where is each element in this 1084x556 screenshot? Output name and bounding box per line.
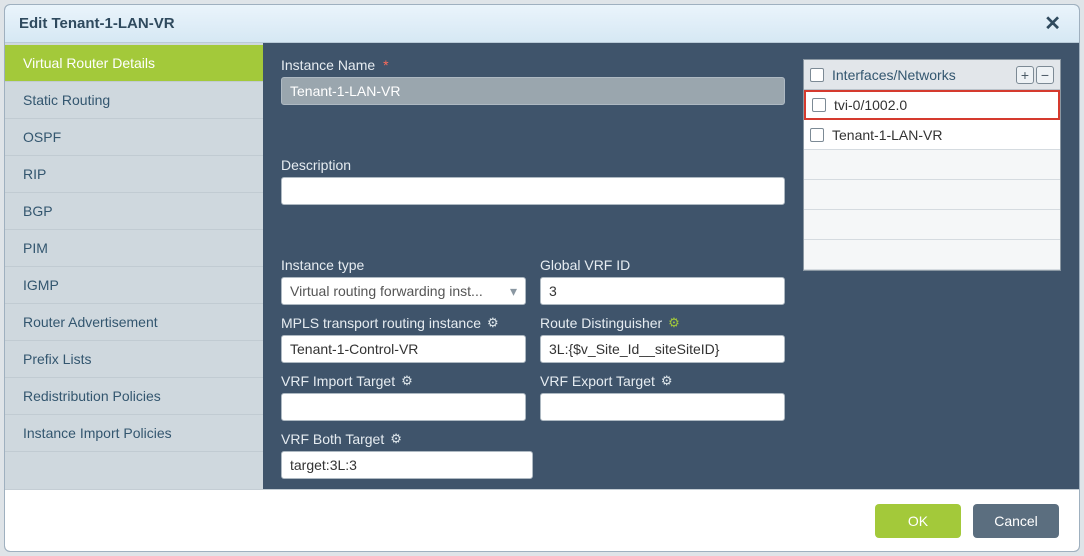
label-vrf-export-target: VRF Export Target	[540, 373, 655, 389]
sidebar-item-prefix-lists[interactable]: Prefix Lists	[5, 341, 263, 378]
interfaces-panel-header: Interfaces/Networks + −	[804, 60, 1060, 90]
interface-row[interactable]: tvi-0/1002.0	[804, 90, 1060, 120]
interface-row-empty	[804, 150, 1060, 180]
label-mpls-transport: MPLS transport routing instance	[281, 315, 481, 331]
global-vrf-id-input[interactable]	[540, 277, 785, 305]
form-area: Instance Name * Tenant-1-LAN-VR Descript…	[263, 43, 1079, 489]
label-description: Description	[281, 157, 351, 173]
description-input[interactable]	[281, 177, 785, 205]
interface-label: Tenant-1-LAN-VR	[832, 127, 943, 143]
interface-row-empty	[804, 210, 1060, 240]
field-description: Description	[281, 157, 785, 247]
vrf-both-target-input[interactable]	[281, 451, 533, 479]
sidebar: Virtual Router Details Static Routing OS…	[5, 43, 263, 489]
sidebar-item-router-advertisement[interactable]: Router Advertisement	[5, 304, 263, 341]
interfaces-header-label: Interfaces/Networks	[832, 67, 1008, 83]
field-instance-type: Instance type Virtual routing forwarding…	[281, 257, 526, 305]
sidebar-item-rip[interactable]: RIP	[5, 156, 263, 193]
sidebar-item-virtual-router-details[interactable]: Virtual Router Details	[5, 45, 263, 82]
field-global-vrf-id: Global VRF ID	[540, 257, 785, 305]
instance-type-select[interactable]: Virtual routing forwarding inst... ▾	[281, 277, 526, 305]
mpls-transport-input[interactable]	[281, 335, 526, 363]
label-instance-type: Instance type	[281, 257, 364, 273]
sidebar-item-igmp[interactable]: IGMP	[5, 267, 263, 304]
vrf-export-target-input[interactable]	[540, 393, 785, 421]
field-vrf-both-target: VRF Both Target ⚙	[281, 431, 533, 479]
close-icon[interactable]: ✕	[1040, 12, 1065, 36]
sidebar-item-bgp[interactable]: BGP	[5, 193, 263, 230]
row-checkbox[interactable]	[810, 128, 824, 142]
field-mpls-transport: MPLS transport routing instance ⚙	[281, 315, 526, 363]
sidebar-item-redistribution-policies[interactable]: Redistribution Policies	[5, 378, 263, 415]
add-interface-button[interactable]: +	[1016, 66, 1034, 84]
route-distinguisher-input[interactable]	[540, 335, 785, 363]
remove-interface-button[interactable]: −	[1036, 66, 1054, 84]
instance-type-value: Virtual routing forwarding inst...	[290, 283, 483, 299]
field-vrf-import-target: VRF Import Target ⚙	[281, 373, 526, 421]
required-asterisk: *	[383, 57, 388, 73]
sidebar-item-pim[interactable]: PIM	[5, 230, 263, 267]
dialog: Edit Tenant-1-LAN-VR ✕ Virtual Router De…	[4, 4, 1080, 552]
gear-icon[interactable]: ⚙	[668, 315, 680, 331]
label-vrf-both-target: VRF Both Target	[281, 431, 384, 447]
interfaces-panel: Interfaces/Networks + − tvi-0/1002.0 Ten…	[803, 59, 1061, 479]
vrf-import-target-input[interactable]	[281, 393, 526, 421]
gear-icon[interactable]: ⚙	[390, 431, 402, 447]
instance-name-value: Tenant-1-LAN-VR	[281, 77, 785, 105]
label-route-distinguisher: Route Distinguisher	[540, 315, 662, 331]
field-vrf-export-target: VRF Export Target ⚙	[540, 373, 785, 421]
ok-button[interactable]: OK	[875, 504, 961, 538]
chevron-down-icon: ▾	[510, 283, 517, 300]
sidebar-item-ospf[interactable]: OSPF	[5, 119, 263, 156]
row-checkbox[interactable]	[812, 98, 826, 112]
sidebar-item-instance-import-policies[interactable]: Instance Import Policies	[5, 415, 263, 452]
interface-label: tvi-0/1002.0	[834, 97, 907, 113]
label-global-vrf-id: Global VRF ID	[540, 257, 630, 273]
sidebar-item-static-routing[interactable]: Static Routing	[5, 82, 263, 119]
interface-row-empty	[804, 180, 1060, 210]
label-instance-name: Instance Name	[281, 57, 375, 73]
select-all-checkbox[interactable]	[810, 68, 824, 82]
field-route-distinguisher: Route Distinguisher ⚙	[540, 315, 785, 363]
interface-row[interactable]: Tenant-1-LAN-VR	[804, 120, 1060, 150]
gear-icon[interactable]: ⚙	[661, 373, 673, 389]
interface-row-empty	[804, 240, 1060, 270]
field-instance-name: Instance Name * Tenant-1-LAN-VR	[281, 57, 785, 147]
titlebar: Edit Tenant-1-LAN-VR ✕	[5, 5, 1079, 43]
label-vrf-import-target: VRF Import Target	[281, 373, 395, 389]
gear-icon[interactable]: ⚙	[487, 315, 499, 331]
dialog-body: Virtual Router Details Static Routing OS…	[5, 43, 1079, 489]
gear-icon[interactable]: ⚙	[401, 373, 413, 389]
cancel-button[interactable]: Cancel	[973, 504, 1059, 538]
dialog-footer: OK Cancel	[5, 489, 1079, 551]
dialog-title: Edit Tenant-1-LAN-VR	[19, 15, 175, 32]
